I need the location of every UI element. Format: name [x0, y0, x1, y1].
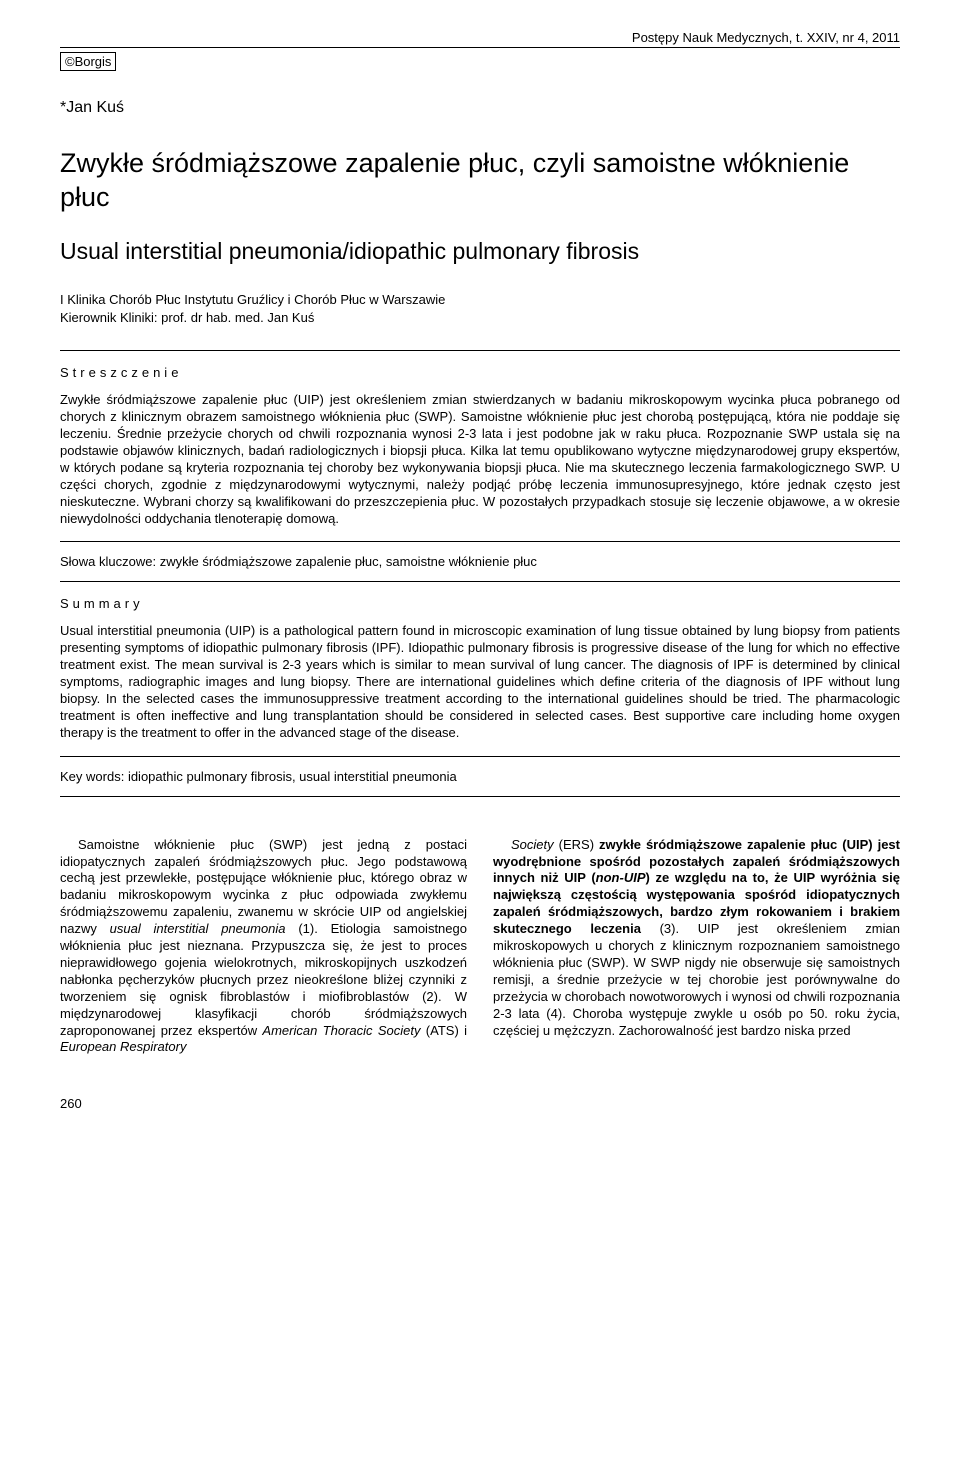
article-title-en: Usual interstitial pneumonia/idiopathic …: [60, 237, 900, 266]
keywords-en-label: Key words:: [60, 769, 124, 784]
abstract-pl-body: Zwykłe śródmiąższowe zapalenie płuc (UIP…: [60, 392, 900, 527]
affiliation-block: I Klinika Chorób Płuc Instytutu Gruźlicy…: [60, 291, 900, 326]
journal-header: Postępy Nauk Medycznych, t. XXIV, nr 4, …: [60, 30, 900, 48]
author-line: *Jan Kuś: [60, 99, 900, 117]
divider: [60, 350, 900, 351]
divider: [60, 796, 900, 797]
keywords-en: Key words: idiopathic pulmonary fibrosis…: [60, 769, 900, 784]
abstract-pl-label: Streszczenie: [60, 365, 900, 380]
page-number: 260: [60, 1096, 900, 1111]
body-paragraph: Society (ERS) zwykłe śródmiąższowe zapal…: [493, 837, 900, 1040]
article-title-pl: Zwykłe śródmiąższowe zapalenie płuc, czy…: [60, 147, 900, 215]
affiliation-line-1: I Klinika Chorób Płuc Instytutu Gruźlicy…: [60, 291, 900, 309]
keywords-pl-label: Słowa kluczowe:: [60, 554, 156, 569]
keywords-pl-text: zwykłe śródmiąższowe zapalenie płuc, sam…: [160, 554, 537, 569]
divider: [60, 541, 900, 542]
abstract-en-label: Summary: [60, 596, 900, 611]
body-columns: Samoistne włóknienie płuc (SWP) jest jed…: [60, 837, 900, 1057]
keywords-pl: Słowa kluczowe: zwykłe śródmiąższowe zap…: [60, 554, 900, 569]
body-paragraph: Samoistne włóknienie płuc (SWP) jest jed…: [60, 837, 467, 1057]
divider: [60, 581, 900, 582]
publisher-box: ©Borgis: [60, 52, 116, 71]
keywords-en-text: idiopathic pulmonary fibrosis, usual int…: [128, 769, 457, 784]
affiliation-line-2: Kierownik Kliniki: prof. dr hab. med. Ja…: [60, 309, 900, 327]
abstract-en-body: Usual interstitial pneumonia (UIP) is a …: [60, 623, 900, 741]
divider: [60, 756, 900, 757]
body-column-left: Samoistne włóknienie płuc (SWP) jest jed…: [60, 837, 467, 1057]
body-column-right: Society (ERS) zwykłe śródmiąższowe zapal…: [493, 837, 900, 1057]
